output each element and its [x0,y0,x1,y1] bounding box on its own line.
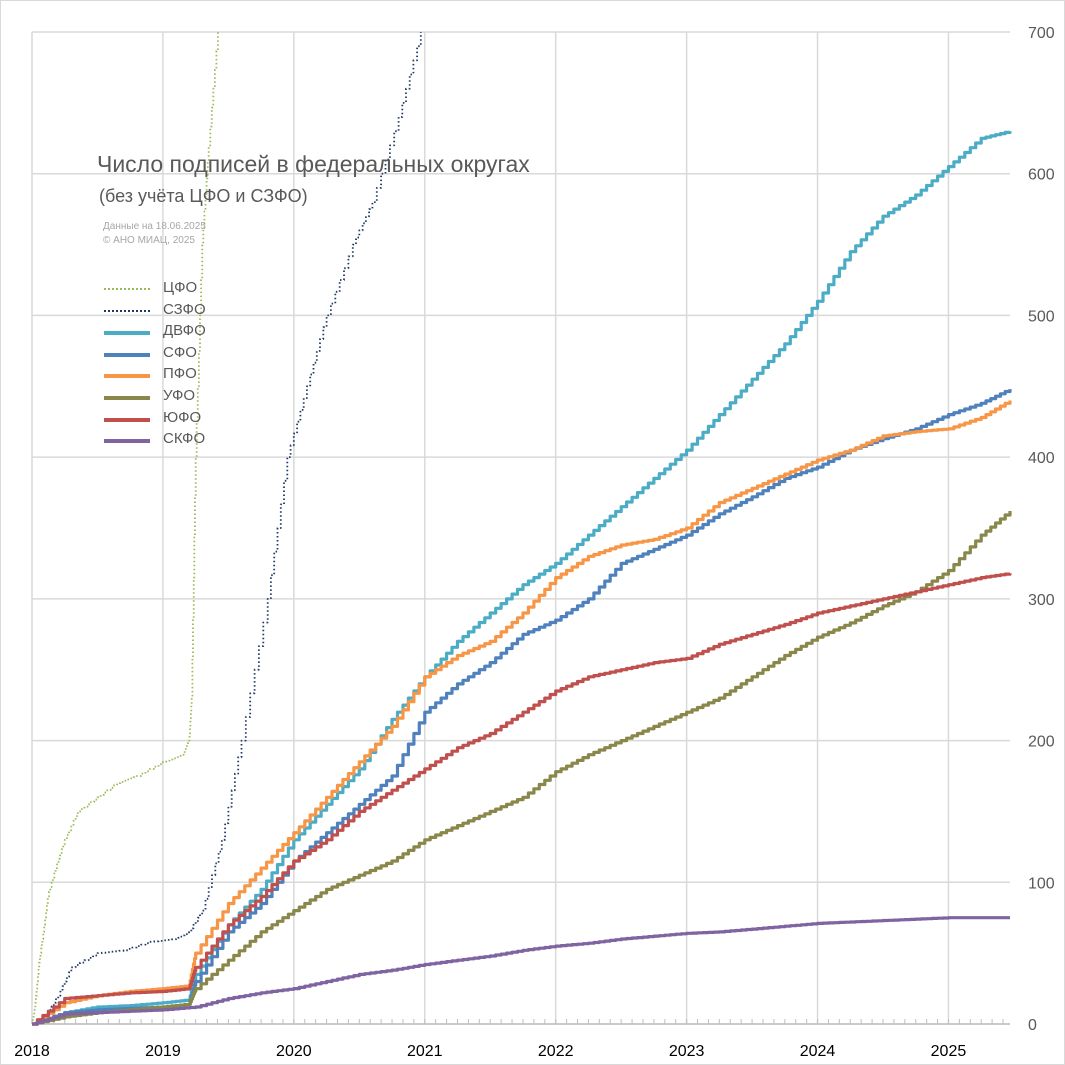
legend-item: СКФО [101,429,301,451]
chart-title: Число подписей в федеральных округах [97,151,530,177]
legend-swatch [104,309,150,312]
series-line-5 [32,511,1012,1026]
y-tick-label: 200 [1028,734,1055,751]
legend-swatch [104,439,150,444]
series-line-2 [32,130,1012,1026]
series-line-1 [32,32,422,1025]
legend-item: СЗФО [101,300,301,322]
legend: ЦФО СЗФО ДВФО СФО ПФО УФО ЮФО СКФО [101,278,301,451]
series-line-3 [32,389,1012,1026]
legend-label: ЮФО [163,408,202,426]
y-tick-label: 0 [1028,1017,1037,1034]
axes [31,1019,1010,1025]
x-tick-label: 2020 [276,1043,312,1060]
legend-swatch [104,417,150,422]
grid-lines [31,31,1010,1025]
legend-label: СФО [163,343,197,361]
tick-labels: 0 100 200 300 400 500 600 700 2018 2019 2020 2021 20… [14,25,1055,1060]
x-tick-label: 2025 [931,1043,967,1060]
legend-label: ПФО [163,365,197,383]
y-tick-label: 100 [1028,875,1055,892]
y-tick-label: 300 [1028,592,1055,609]
series-line-6 [32,572,1012,1026]
series-lines [31,32,1012,1026]
x-tick-label: 2023 [669,1043,705,1060]
legend-label: ЦФО [163,279,198,296]
y-tick-label: 400 [1028,450,1055,467]
legend-swatch [104,374,150,379]
legend-item: УФО [101,386,301,408]
x-tick-label: 2022 [538,1043,574,1060]
legend-swatch [104,331,150,336]
x-tick-label: 2018 [14,1043,50,1060]
x-tick-label: 2021 [407,1043,443,1060]
legend-label: СКФО [163,430,206,448]
x-tick-label: 2019 [145,1043,181,1060]
data-date-note: Данные на 18.06.2025 [103,221,206,232]
legend-item: ДВФО [101,321,301,343]
copyright-note: © АНО МИАЦ, 2025 [103,235,195,246]
legend-item: ЮФО [101,408,301,430]
legend-item: ЦФО [101,278,301,300]
legend-label: УФО [163,386,196,404]
legend-swatch [104,395,150,400]
series-line-0 [31,32,219,1025]
chart-subtitle: (без учёта ЦФО и СЗФО) [99,186,308,206]
legend-label: СЗФО [163,300,206,318]
y-tick-label: 500 [1028,308,1055,325]
legend-swatch [104,288,150,290]
series-line-4 [32,400,1012,1026]
x-tick-label: 2024 [800,1043,836,1060]
series-line-7 [32,916,1010,1026]
legend-label: ДВФО [163,322,206,340]
legend-item: СФО [101,343,301,365]
y-tick-label: 600 [1028,167,1055,184]
y-tick-label: 700 [1028,25,1055,42]
legend-swatch [104,352,150,357]
legend-item: ПФО [101,364,301,386]
